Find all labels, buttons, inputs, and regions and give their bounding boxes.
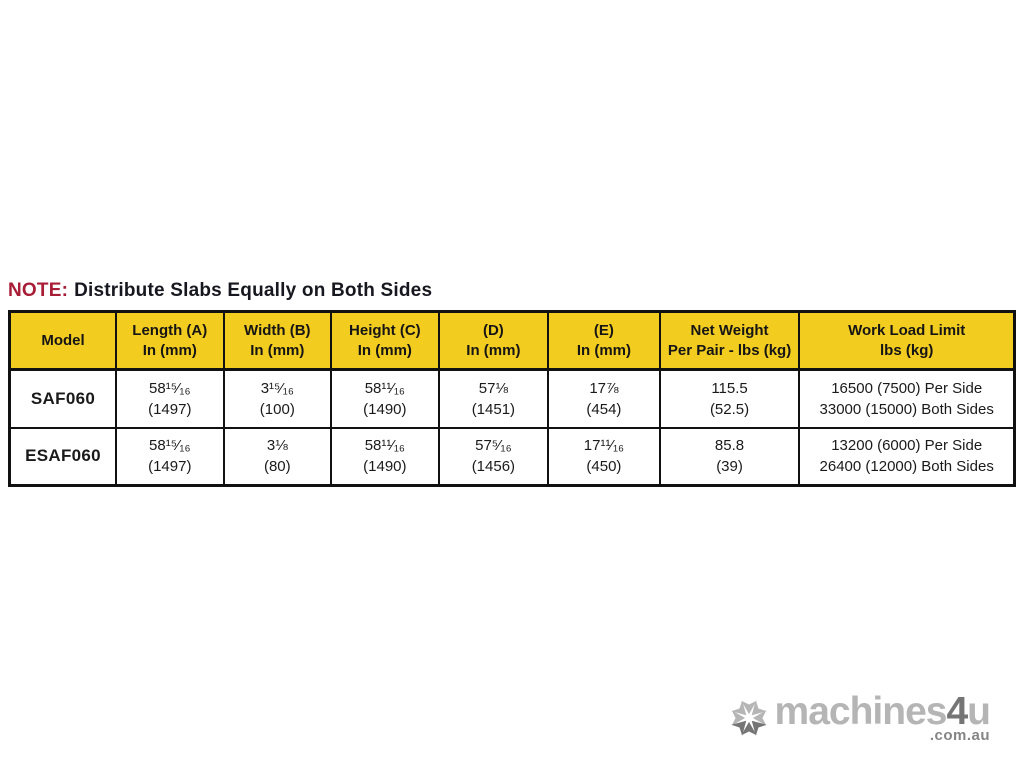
watermark-brand: machines4u [774, 690, 991, 733]
data-cell: 85.8 (39) [658, 426, 801, 487]
header-row: Model Length (A) In (mm) Width (B) In (mm) He… [8, 310, 1016, 371]
machines4u-watermark: machines4u .com.au [725, 690, 991, 744]
data-cell: 17¹¹⁄₁₆ (450) [547, 426, 661, 487]
spec-table: Model Length (A) In (mm) Width (B) In (mm) He… [8, 310, 1016, 487]
brand-end: u [967, 690, 991, 733]
brand-main: machines [774, 690, 948, 733]
header-cell: (D) In (mm) [437, 310, 550, 371]
model-cell: ESAF060 [8, 426, 118, 487]
header-cell: Height (C) In (mm) [330, 310, 440, 371]
data-cell: 58¹¹⁄₁₆ (1490) [330, 426, 440, 487]
header-cell: Width (B) In (mm) [222, 310, 333, 371]
header-cell: Net Weight Per Pair - lbs (kg) [658, 310, 801, 371]
data-cell: 58¹⁵⁄₁₆ (1497) [115, 368, 225, 429]
table-row: ESAF060 58¹⁵⁄₁₆ (1497) 3⅛ (80) 58¹¹⁄₁₆ (1490) 5… [8, 426, 1016, 487]
header-cell: (E) In (mm) [547, 310, 661, 371]
header-cell: Length (A) In (mm) [115, 310, 225, 371]
brand-accent: 4 [946, 690, 968, 733]
note-label: NOTE: [8, 280, 69, 301]
header-cell: Work Load Limit lbs (kg) [798, 310, 1016, 371]
data-cell: 16500 (7500) Per Side 33000 (15000) Both … [798, 368, 1016, 429]
data-cell: 115.5 (52.5) [658, 368, 801, 429]
header-cell: Model [8, 310, 118, 371]
data-cell: 57⁵⁄₁₆ (1456) [437, 426, 550, 487]
model-cell: SAF060 [8, 368, 118, 429]
table-body: SAF060 58¹⁵⁄₁₆ (1497) 3¹⁵⁄₁₆ (100) 58¹¹⁄₁₆ (14… [8, 368, 1016, 487]
data-cell: 13200 (6000) Per Side 26400 (12000) Both … [798, 426, 1016, 487]
data-cell: 17⅞ (454) [547, 368, 661, 429]
data-cell: 58¹¹⁄₁₆ (1490) [330, 368, 440, 429]
starburst-arrows-icon [730, 700, 767, 736]
data-cell: 3⅛ (80) [222, 426, 333, 487]
watermark-domain: .com.au [929, 727, 990, 744]
table-row: SAF060 58¹⁵⁄₁₆ (1497) 3¹⁵⁄₁₆ (100) 58¹¹⁄₁₆ (14… [8, 368, 1016, 429]
note-heading: NOTE: Distribute Slabs Equally on Both Si… [8, 280, 432, 302]
data-cell: 58¹⁵⁄₁₆ (1497) [115, 426, 225, 487]
data-cell: 57⅛ (1451) [437, 368, 550, 429]
watermark-text: machines4u .com.au [774, 690, 991, 744]
note-text: Distribute Slabs Equally on Both Sides [74, 280, 433, 301]
data-cell: 3¹⁵⁄₁₆ (100) [222, 368, 333, 429]
